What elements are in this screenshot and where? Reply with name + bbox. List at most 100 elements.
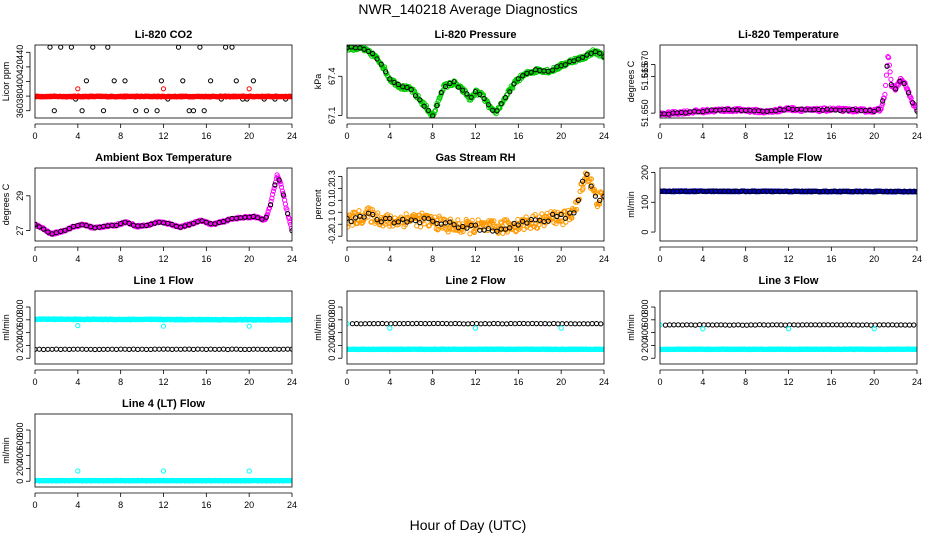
data-point: [528, 69, 534, 75]
data-point: [347, 321, 350, 327]
data-point: [515, 222, 521, 228]
data-point: [571, 210, 577, 216]
data-point: [139, 346, 145, 352]
data-point: [894, 322, 900, 328]
data-point: [381, 64, 388, 70]
data-point: [785, 326, 792, 332]
data-point: [374, 217, 380, 223]
data-point: [450, 227, 456, 233]
x-tick-label: 16: [513, 377, 523, 387]
data-point: [387, 325, 393, 331]
data-point: [417, 97, 423, 103]
y-tick-label: 0.2: [327, 182, 337, 195]
data-point: [391, 79, 397, 86]
data-point: [259, 216, 265, 222]
data-point: [412, 93, 419, 99]
data-point: [735, 322, 741, 328]
data-point: [438, 89, 444, 96]
x-tick-label: 12: [783, 377, 793, 387]
data-point: [461, 321, 467, 327]
panel-box_temp: Ambient Box Temperature 0 4 8 12 16 20 24 27 29 de…: [1, 152, 297, 264]
x-tick-label: 4: [75, 254, 80, 264]
data-point: [884, 63, 890, 69]
data-point: [229, 346, 235, 352]
data-point: [152, 346, 158, 352]
data-point: [581, 321, 587, 327]
data-point: [105, 45, 111, 50]
data-point: [584, 52, 590, 58]
y-axis-label: ml/min: [1, 437, 11, 464]
y-tick-label: 600: [327, 312, 337, 327]
panel-title: Gas Stream RH: [435, 152, 515, 164]
data-point: [889, 322, 896, 328]
figure-x-axis-label: Hour of Day (UTC): [409, 517, 527, 533]
data-point: [469, 217, 475, 223]
data-point: [485, 102, 491, 108]
plot-frame: [346, 44, 605, 119]
data-point: [774, 322, 780, 328]
data-point: [369, 207, 376, 213]
data-point: [439, 320, 445, 327]
data-point: [92, 346, 98, 353]
data-point: [769, 322, 776, 328]
data-point: [347, 215, 350, 222]
data-point: [270, 188, 276, 194]
data-point: [744, 322, 750, 328]
data-point: [51, 108, 57, 114]
data-point: [395, 219, 401, 225]
data-point: [511, 220, 517, 226]
data-point: [588, 176, 595, 182]
data-point: [435, 320, 441, 327]
data-point: [203, 219, 209, 225]
data-point: [437, 95, 443, 101]
data-point: [825, 322, 831, 328]
panel-rh: Gas Stream RH0 4 8 12 16 20 24-0.2-0.100.10.20…: [313, 152, 609, 264]
x-tick-label: 20: [244, 377, 254, 387]
data-point: [555, 321, 561, 327]
y-tick-label: 200: [15, 461, 25, 476]
panel-title: Line 3 Flow: [759, 275, 819, 287]
data-point: [387, 215, 393, 221]
panel-title: Line 4 (LT) Flow: [122, 398, 205, 410]
data-point: [100, 108, 107, 114]
x-tick-label: 20: [869, 254, 879, 264]
data-point: [451, 79, 457, 85]
data-point: [662, 322, 669, 328]
panel-pressure: Li-820 Pressure 0 4 8 12 16 20 24 67.1 67.4 kPa: [313, 29, 609, 141]
data-point: [79, 346, 85, 352]
panel-title: Ambient Box Temperature: [95, 152, 232, 164]
data-point: [425, 216, 431, 222]
data-point: [888, 76, 894, 83]
plot-frame: [34, 167, 293, 242]
y-tick-label: 200: [640, 165, 650, 180]
x-tick-label: 0: [657, 131, 662, 141]
data-point: [667, 322, 673, 328]
data-point: [367, 206, 373, 212]
data-point: [821, 322, 827, 328]
data-point: [361, 46, 367, 52]
y-tick-label: 0: [15, 356, 25, 361]
data-point: [267, 205, 273, 211]
data-point: [352, 210, 358, 216]
data-point: [353, 215, 359, 221]
data-point: [36, 346, 42, 352]
data-point: [520, 73, 526, 79]
y-tick-label: 800: [15, 422, 25, 437]
x-tick-label: 12: [158, 254, 168, 264]
data-point: [499, 321, 505, 327]
data-point: [529, 320, 535, 327]
data-point: [600, 194, 604, 200]
data-point: [494, 228, 500, 234]
data-point: [791, 322, 797, 328]
data-point: [464, 225, 470, 231]
data-point: [897, 78, 903, 84]
y-axis: 27 29 degrees C: [1, 183, 31, 236]
data-point: [186, 222, 192, 228]
data-point: [507, 89, 513, 95]
panel-line4: Line 4 (LT) Flow 0 4 8 12 16 20 24 0 200400600800…: [1, 398, 297, 510]
data-point: [378, 219, 384, 225]
data-point: [855, 322, 861, 328]
data-point: [148, 346, 154, 352]
data-point: [246, 346, 252, 352]
